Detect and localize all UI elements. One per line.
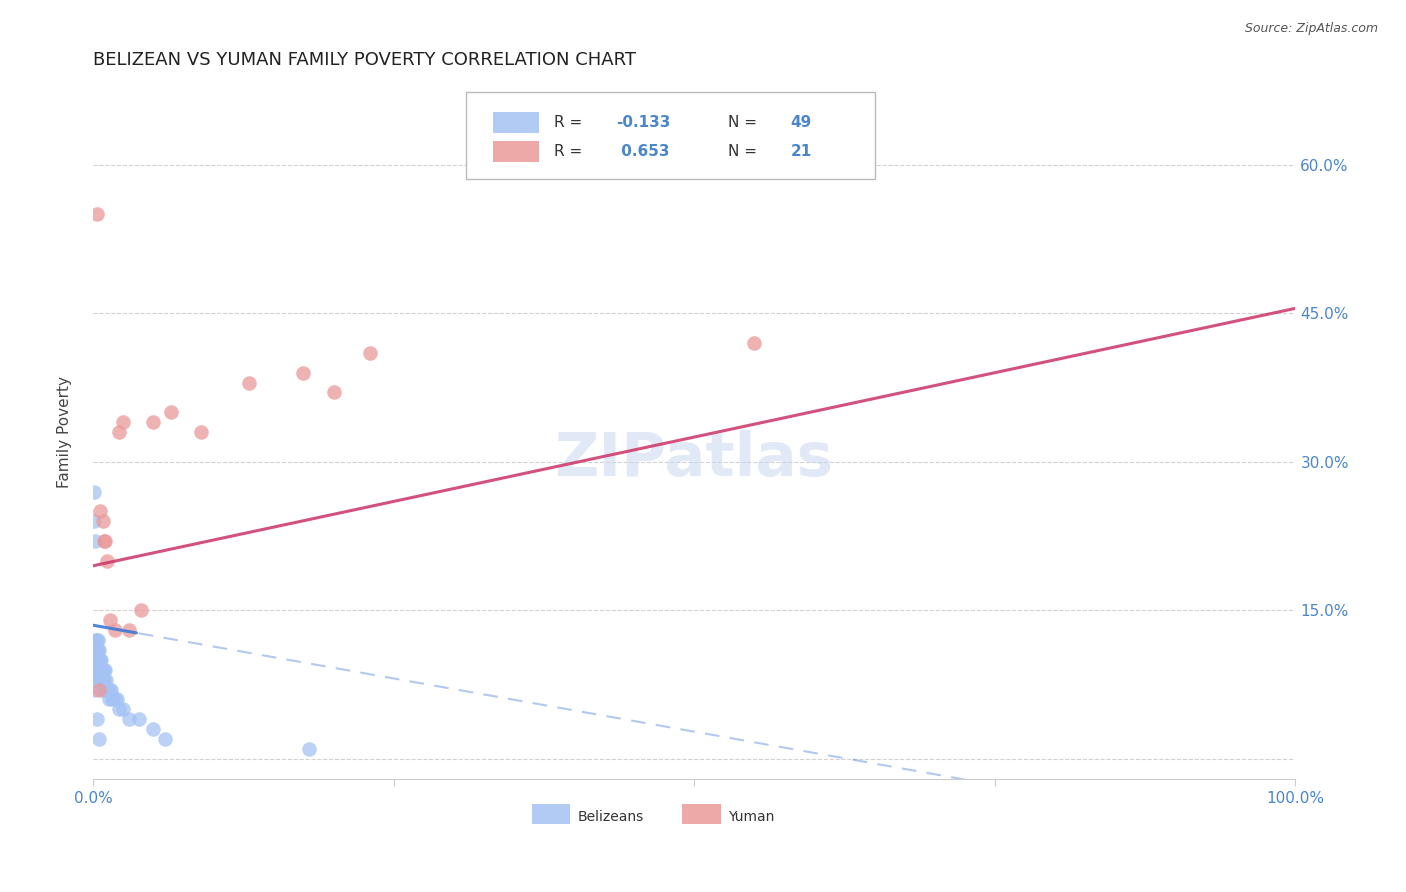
Text: -0.133: -0.133 <box>616 115 671 129</box>
Point <box>128 712 150 726</box>
Text: 49: 49 <box>790 115 811 129</box>
Point <box>359 346 381 360</box>
Point <box>89 663 111 677</box>
Point <box>87 643 110 657</box>
Point <box>84 653 107 667</box>
Text: R =: R = <box>554 115 586 129</box>
Text: N =: N = <box>728 144 762 159</box>
Point <box>89 653 111 667</box>
Point <box>190 425 212 439</box>
Point <box>83 484 105 499</box>
Point <box>87 643 110 657</box>
Point <box>94 682 117 697</box>
Point <box>86 653 108 667</box>
Text: Yuman: Yuman <box>728 810 775 824</box>
Point <box>96 673 118 687</box>
Point <box>89 673 111 687</box>
Point <box>87 653 110 667</box>
Point <box>86 207 108 221</box>
Point <box>86 712 108 726</box>
Point <box>93 663 115 677</box>
Bar <box>494 112 538 133</box>
Point <box>87 732 110 747</box>
Point <box>153 732 176 747</box>
Point <box>91 673 114 687</box>
Text: R =: R = <box>554 144 586 159</box>
Text: 21: 21 <box>790 144 811 159</box>
Text: Belizeans: Belizeans <box>578 810 644 824</box>
Point <box>298 742 321 756</box>
Bar <box>531 805 571 823</box>
Point <box>238 376 260 390</box>
Point <box>84 534 107 549</box>
Point <box>87 682 110 697</box>
Point <box>105 692 128 706</box>
Y-axis label: Family Poverty: Family Poverty <box>58 376 72 488</box>
Point <box>292 366 315 380</box>
Point <box>87 633 110 648</box>
Point <box>97 692 120 706</box>
Point <box>100 682 122 697</box>
Point <box>87 653 110 667</box>
Point <box>94 534 117 549</box>
Bar <box>682 805 721 823</box>
Point <box>744 336 766 351</box>
Bar <box>494 141 538 161</box>
Point <box>86 663 108 677</box>
Point <box>160 405 183 419</box>
Point <box>96 682 118 697</box>
FancyBboxPatch shape <box>465 93 875 179</box>
Point <box>93 534 115 549</box>
Point <box>83 514 105 528</box>
Point <box>96 554 118 568</box>
Point <box>142 722 165 736</box>
Point <box>84 643 107 657</box>
Point <box>98 682 121 697</box>
Point <box>112 415 135 429</box>
Point <box>87 673 110 687</box>
Point <box>112 702 135 716</box>
Point <box>118 712 141 726</box>
Point <box>89 504 111 518</box>
Point <box>90 663 112 677</box>
Text: BELIZEAN VS YUMAN FAMILY POVERTY CORRELATION CHART: BELIZEAN VS YUMAN FAMILY POVERTY CORRELA… <box>93 51 636 69</box>
Point <box>98 613 121 627</box>
Point <box>91 514 114 528</box>
Point <box>90 653 112 667</box>
Point <box>91 663 114 677</box>
Text: N =: N = <box>728 115 762 129</box>
Point <box>101 692 124 706</box>
Point <box>118 623 141 637</box>
Point <box>87 663 110 677</box>
Text: 0.653: 0.653 <box>616 144 669 159</box>
Point <box>84 673 107 687</box>
Text: ZIPatlas: ZIPatlas <box>555 430 834 490</box>
Text: Source: ZipAtlas.com: Source: ZipAtlas.com <box>1244 22 1378 36</box>
Point <box>91 682 114 697</box>
Point <box>104 623 127 637</box>
Point <box>84 633 107 648</box>
Point <box>83 682 105 697</box>
Point <box>86 643 108 657</box>
Point <box>86 633 108 648</box>
Point <box>93 673 115 687</box>
Point <box>129 603 152 617</box>
Point <box>108 425 131 439</box>
Point <box>108 702 131 716</box>
Point <box>90 673 112 687</box>
Point <box>104 692 127 706</box>
Point <box>94 663 117 677</box>
Point <box>142 415 165 429</box>
Point <box>322 385 344 400</box>
